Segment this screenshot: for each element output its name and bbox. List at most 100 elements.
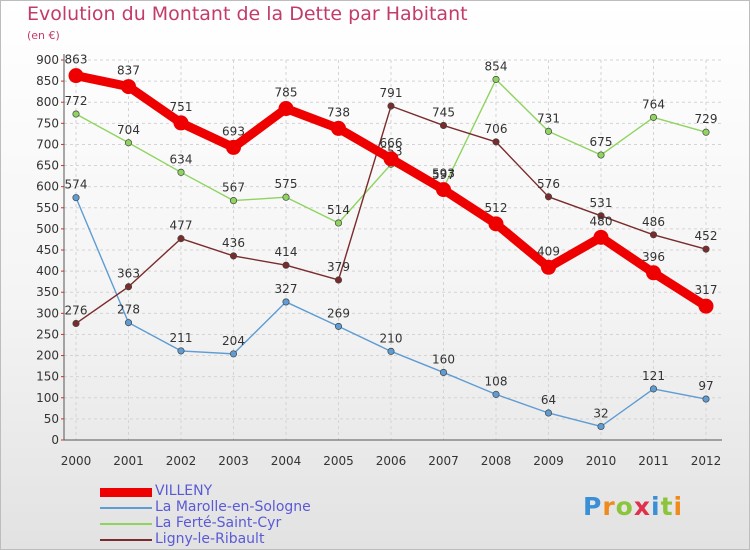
data-point [334, 322, 343, 330]
legend-swatch [100, 487, 152, 497]
data-point [72, 110, 80, 118]
data-label: 576 [537, 177, 560, 191]
data-point [124, 139, 133, 147]
data-point [436, 182, 451, 198]
data-point [439, 121, 448, 129]
data-label: 791 [380, 86, 403, 100]
legend-swatch [100, 523, 152, 525]
data-point [282, 298, 290, 306]
data-point [226, 139, 241, 155]
data-label: 729 [695, 112, 718, 126]
data-point [702, 395, 710, 403]
data-point [177, 168, 185, 176]
data-label: 593 [432, 167, 455, 181]
data-label: 480 [590, 214, 613, 228]
data-point [597, 212, 605, 220]
x-tick-label: 2002 [166, 454, 197, 468]
data-label: 32 [593, 406, 608, 420]
data-label: 436 [222, 236, 245, 250]
chart-title: Evolution du Montant de la Dette par Hab… [27, 3, 468, 25]
data-point [597, 422, 605, 431]
x-tick-label: 2012 [691, 454, 722, 468]
data-label: 706 [485, 122, 508, 136]
data-point [177, 235, 185, 243]
proxiti-logo: Proxiti [583, 492, 684, 521]
x-tick-label: 2005 [323, 454, 354, 468]
x-tick-label: 2007 [428, 454, 459, 468]
data-point [229, 350, 238, 358]
data-point [334, 219, 343, 227]
data-point [121, 79, 136, 95]
x-tick-label: 2009 [533, 454, 564, 468]
data-label: 327 [275, 282, 298, 296]
data-label: 574 [65, 178, 88, 192]
data-point [702, 128, 710, 136]
data-point [173, 115, 189, 131]
legend-swatch [100, 507, 152, 509]
data-label: 396 [642, 250, 665, 264]
y-tick-label: 0 [51, 433, 59, 447]
data-label: 276 [65, 303, 88, 317]
y-tick-label: 900 [36, 53, 59, 67]
data-label: 751 [170, 100, 193, 114]
data-label: 204 [222, 334, 245, 348]
y-tick-label: 400 [36, 264, 59, 278]
legend-swatch [100, 539, 152, 541]
legend-label: La Marolle-en-Sologne [155, 499, 311, 515]
data-label: 531 [590, 196, 613, 210]
data-label: 693 [222, 124, 245, 138]
legend-item: La Ferté-Saint-Cyr [100, 515, 360, 532]
data-label: 854 [485, 59, 508, 73]
y-tick-label: 100 [36, 391, 59, 405]
data-point [229, 252, 238, 260]
data-point [331, 120, 346, 136]
x-tick-label: 2006 [376, 454, 407, 468]
data-point [387, 102, 395, 110]
legend-label: Ligny-le-Ribault [155, 531, 265, 547]
data-label: 514 [327, 203, 350, 217]
data-label: 567 [222, 181, 245, 195]
data-label: 379 [327, 260, 350, 274]
x-tick-label: 2003 [218, 454, 249, 468]
data-point [177, 347, 185, 355]
data-label: 731 [537, 111, 560, 125]
data-point [383, 151, 399, 167]
chart-unit: (en €) [27, 29, 60, 42]
data-point [124, 319, 133, 327]
y-tick-label: 450 [36, 243, 59, 257]
data-label: 634 [170, 152, 193, 166]
y-tick-label: 300 [36, 306, 59, 320]
y-tick-label: 700 [36, 137, 59, 151]
data-point [698, 298, 714, 314]
data-point [72, 194, 80, 202]
y-tick-label: 650 [36, 159, 59, 173]
x-tick-label: 2008 [481, 454, 512, 468]
data-point [439, 368, 448, 376]
data-point [541, 259, 556, 275]
data-point [492, 390, 500, 398]
data-point [278, 101, 294, 117]
data-point [334, 276, 343, 284]
data-label: 837 [117, 64, 140, 78]
data-label: 211 [170, 331, 193, 345]
y-tick-label: 500 [36, 222, 59, 236]
data-label: 785 [275, 86, 298, 100]
data-point [282, 261, 290, 269]
data-label: 108 [485, 374, 508, 388]
x-tick-label: 2000 [61, 454, 92, 468]
data-label: 738 [327, 105, 350, 119]
data-label: 575 [275, 177, 298, 191]
data-label: 64 [541, 393, 556, 407]
data-point [492, 138, 500, 146]
y-tick-label: 600 [36, 180, 59, 194]
x-tick-label: 2010 [586, 454, 617, 468]
data-point [68, 68, 84, 84]
y-tick-label: 550 [36, 201, 59, 215]
data-label: 97 [698, 379, 713, 393]
x-tick-label: 2001 [113, 454, 144, 468]
data-point [544, 193, 553, 201]
legend-item: Ligny-le-Ribault [100, 531, 360, 548]
data-label: 269 [327, 306, 350, 320]
y-tick-label: 750 [36, 116, 59, 130]
